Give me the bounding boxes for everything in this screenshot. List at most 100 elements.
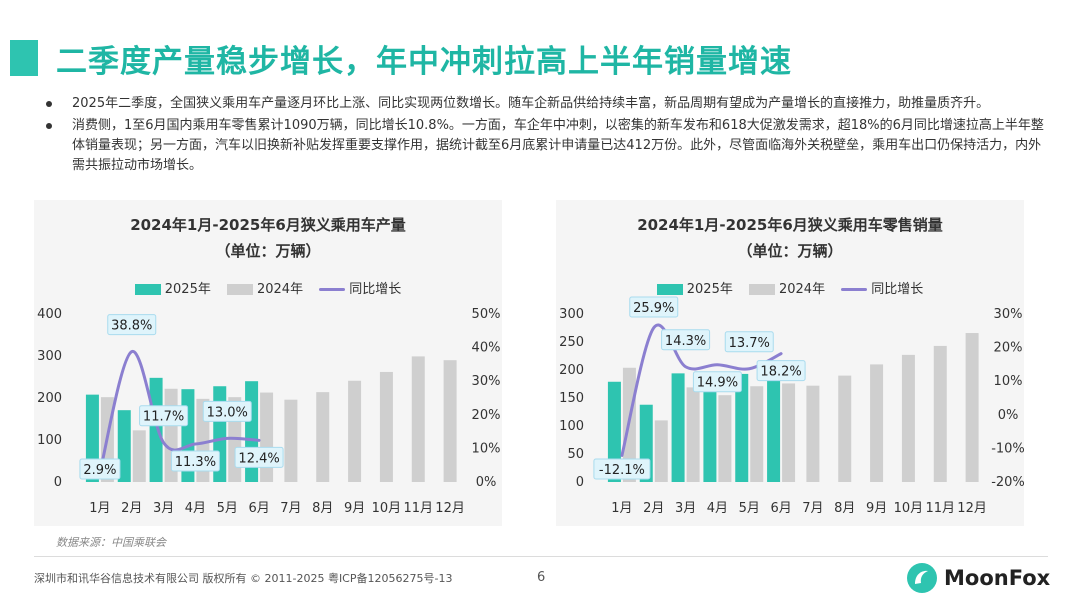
legend-2024-swatch bbox=[226, 284, 253, 295]
y2-tick-label: 40% bbox=[472, 341, 501, 356]
yoy-line bbox=[620, 323, 783, 457]
bar-2024 bbox=[965, 333, 979, 482]
yoy-label-box bbox=[139, 405, 189, 427]
y2-tick-label: 20% bbox=[994, 341, 1023, 356]
bar-2025 bbox=[767, 365, 781, 482]
footer-divider bbox=[34, 556, 1048, 557]
y2-tick-label: 10% bbox=[994, 374, 1023, 389]
bar-2025 bbox=[671, 373, 685, 482]
y-tick-label: 300 bbox=[559, 307, 584, 322]
retail-chart-plot: 0 50 100 150 200 250 300 -20% -10% 0% 10% 20% 30% 1月 2… bbox=[559, 296, 1024, 516]
y-tick-label: 300 bbox=[37, 349, 62, 364]
bar-2025 bbox=[149, 377, 163, 482]
yoy-label: 14.9% bbox=[697, 376, 738, 391]
x-tick-label: 10月 bbox=[894, 501, 924, 516]
chart-title: 2024年1月-2025年6月狭义乘用车产量 bbox=[130, 216, 406, 234]
x-tick-label: 11月 bbox=[925, 501, 955, 516]
yoy-label: -12.1% bbox=[599, 463, 645, 478]
y2-tick-label: 0% bbox=[476, 475, 497, 490]
bar-2024 bbox=[870, 364, 884, 482]
x-tick-label: 8月 bbox=[312, 501, 333, 516]
bar-2024 bbox=[901, 354, 915, 482]
legend-2025-swatch bbox=[134, 284, 161, 295]
x-tick-label: 2月 bbox=[121, 501, 142, 516]
x-tick-label: 5月 bbox=[739, 501, 760, 516]
y2-tick-label: -20% bbox=[991, 475, 1024, 490]
yoy-label: 12.4% bbox=[238, 451, 279, 466]
bar-2024 bbox=[750, 386, 764, 482]
retail-chart-panel: 2024年1月-2025年6月狭义乘用车零售销量 （单位：万辆） 2025年 2… bbox=[556, 200, 1024, 526]
y-tick-label: 0 bbox=[54, 475, 62, 490]
legend-2025-label: 2025年 bbox=[164, 282, 211, 297]
legend-2024: 2024年 bbox=[226, 278, 303, 297]
bar-2024 bbox=[443, 360, 457, 482]
bar-2024 bbox=[782, 383, 796, 482]
yoy-line bbox=[98, 350, 261, 474]
legend-2024: 2024年 bbox=[748, 278, 825, 297]
bar-2024 bbox=[718, 395, 732, 482]
moonfox-logo: MoonFox bbox=[906, 562, 1050, 594]
x-tick-label: 2月 bbox=[643, 501, 664, 516]
y2-tick-label: -10% bbox=[991, 441, 1024, 456]
y-tick-label: 200 bbox=[37, 391, 62, 406]
yoy-label: 13.7% bbox=[729, 336, 770, 351]
x-tick-label: 1月 bbox=[89, 501, 110, 516]
x-tick-label: 10月 bbox=[372, 501, 402, 516]
x-tick-label: 9月 bbox=[866, 501, 887, 516]
yoy-label: 38.8% bbox=[111, 319, 152, 334]
yoy-label: 11.3% bbox=[175, 455, 216, 470]
bar-2024 bbox=[260, 392, 274, 482]
x-tick-label: 9月 bbox=[344, 501, 365, 516]
yoy-label-box bbox=[593, 458, 651, 480]
legend-yoy-line bbox=[841, 288, 868, 291]
x-tick-label: 7月 bbox=[802, 501, 823, 516]
bullet-item: 消费侧，1至6月国内乘用车零售累计1090万辆，同比增长10.8%。一方面，车企… bbox=[40, 116, 1050, 176]
y-tick-label: 150 bbox=[559, 391, 584, 406]
legend-2024-swatch bbox=[748, 284, 775, 295]
y-tick-label: 100 bbox=[559, 419, 584, 434]
yoy-label-box bbox=[202, 400, 252, 422]
bar-2024 bbox=[379, 371, 393, 482]
bar-2024 bbox=[132, 430, 146, 482]
x-tick-label: 6月 bbox=[248, 501, 269, 516]
yoy-label: 2.9% bbox=[83, 463, 116, 478]
x-tick-label: 4月 bbox=[707, 501, 728, 516]
moonfox-logo-icon bbox=[907, 563, 937, 593]
yoy-label-box bbox=[107, 314, 157, 336]
legend-yoy-label: 同比增长 bbox=[871, 282, 924, 297]
x-tick-label: 11月 bbox=[403, 501, 433, 516]
bullet-text: 2025年二季度，全国狭义乘用车产量逐月环比上涨、同比实现两位数增长。随车企新品… bbox=[72, 96, 990, 111]
y2-tick-label: 30% bbox=[472, 374, 501, 389]
legend-yoy: 同比增长 bbox=[319, 278, 401, 297]
bar-2025 bbox=[607, 381, 621, 482]
x-tick-label: 7月 bbox=[280, 501, 301, 516]
bar-2024 bbox=[284, 399, 298, 482]
bar-2024 bbox=[686, 387, 700, 482]
yoy-label-box bbox=[661, 329, 711, 351]
bullet-dot-icon bbox=[46, 101, 52, 107]
x-tick-label: 1月 bbox=[611, 501, 632, 516]
copyright-text: 深圳市和讯华谷信息技术有限公司 版权所有 © 2011-2025 粤ICP备12… bbox=[34, 572, 453, 585]
bar-2024 bbox=[348, 380, 362, 482]
chart-title: 2024年1月-2025年6月狭义乘用车零售销量 bbox=[637, 216, 943, 234]
x-tick-label: 4月 bbox=[185, 501, 206, 516]
y2-tick-label: 0% bbox=[998, 408, 1019, 423]
yoy-label-box bbox=[629, 296, 679, 318]
yoy-label-box bbox=[692, 371, 742, 393]
y-tick-label: 400 bbox=[37, 307, 62, 322]
yoy-label-box bbox=[170, 450, 220, 472]
x-tick-label: 8月 bbox=[834, 501, 855, 516]
bar-2025 bbox=[117, 410, 131, 482]
y-tick-label: 100 bbox=[37, 433, 62, 448]
bar-2024 bbox=[838, 375, 852, 482]
y2-tick-label: 20% bbox=[472, 408, 501, 423]
x-tick-label: 12月 bbox=[435, 501, 465, 516]
bullet-dot-icon bbox=[46, 123, 52, 129]
legend-2025: 2025年 bbox=[134, 278, 211, 297]
bullet-item: 2025年二季度，全国狭义乘用车产量逐月环比上涨、同比实现两位数增长。随车企新品… bbox=[40, 94, 1050, 114]
y2-tick-label: 30% bbox=[994, 307, 1023, 322]
bullet-list: 2025年二季度，全国狭义乘用车产量逐月环比上涨、同比实现两位数增长。随车企新品… bbox=[40, 94, 1050, 178]
x-tick-label: 6月 bbox=[770, 501, 791, 516]
bullet-text: 消费侧，1至6月国内乘用车零售累计1090万辆，同比增长10.8%。一方面，车企… bbox=[72, 118, 1044, 173]
x-tick-label: 3月 bbox=[675, 501, 696, 516]
